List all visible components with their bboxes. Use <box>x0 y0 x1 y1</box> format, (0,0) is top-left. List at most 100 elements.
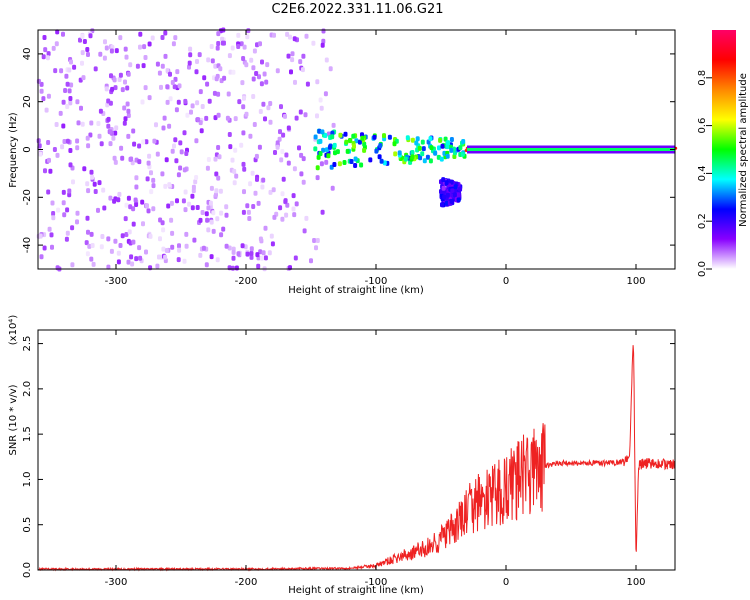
x-tick-label: -200 <box>235 577 258 588</box>
heatmap-cell <box>205 165 210 171</box>
heatmap-cell <box>185 112 190 118</box>
heatmap-cell <box>68 148 73 153</box>
heatmap-cell <box>70 262 75 268</box>
heatmap-cell <box>206 205 211 211</box>
heatmap-cell <box>344 139 349 145</box>
heatmap-cell <box>338 132 343 138</box>
heatmap-cell <box>209 44 214 49</box>
heatmap-cell <box>428 158 433 164</box>
heatmap-cell <box>467 148 675 151</box>
heatmap-cell <box>160 35 165 40</box>
heatmap-cell <box>303 112 308 118</box>
heatmap-cell <box>61 200 66 206</box>
heatmap-cell <box>302 228 307 234</box>
heatmap-cell <box>258 109 263 114</box>
heatmap-cell <box>138 44 142 50</box>
heatmap-cell <box>174 158 179 164</box>
heatmap-cell <box>123 46 128 52</box>
colorbar-tick-label: 0.0 <box>697 261 708 277</box>
heatmap-cell <box>39 254 44 260</box>
heatmap-cell <box>224 243 229 249</box>
heatmap-cell <box>215 257 220 263</box>
heatmap-cell <box>440 202 444 208</box>
heatmap-cell <box>281 132 286 138</box>
heatmap-cell <box>41 54 46 60</box>
heatmap-cell <box>311 40 316 46</box>
heatmap-cell <box>319 105 324 111</box>
heatmap-cell <box>67 67 72 73</box>
heatmap-cell <box>164 157 169 163</box>
heatmap-cells <box>36 27 678 272</box>
heatmap-cell <box>46 93 51 99</box>
heatmap-cell <box>244 62 249 68</box>
heatmap-cell <box>160 63 165 69</box>
heatmap-cell <box>144 249 148 255</box>
heatmap-cell <box>116 259 121 265</box>
heatmap-cell <box>316 154 321 160</box>
heatmap-cell <box>82 39 87 44</box>
heatmap-cell <box>263 116 267 122</box>
page-title: C2E6.2022.331.11.06.G21 <box>271 2 444 17</box>
heatmap-cell <box>175 69 180 75</box>
heatmap-cell <box>168 96 173 102</box>
x-tick-label: -300 <box>105 276 128 287</box>
heatmap-cell <box>236 44 241 49</box>
heatmap-cell <box>80 50 85 56</box>
heatmap-cell <box>109 73 113 79</box>
heatmap-cell <box>151 183 156 189</box>
heatmap-cell <box>166 203 171 209</box>
heatmap-cell <box>123 116 128 122</box>
heatmap-cell <box>211 228 216 234</box>
heatmap-cell <box>324 159 329 165</box>
heatmap-cell <box>147 95 152 101</box>
heatmap-cell <box>116 250 121 256</box>
heatmap-cell <box>37 143 42 149</box>
heatmap-cell <box>146 208 151 214</box>
heatmap-cell <box>292 166 297 172</box>
heatmap-cell <box>108 100 113 106</box>
heatmap-cell <box>155 61 160 67</box>
heatmap-cell <box>85 135 90 141</box>
heatmap-cell <box>131 128 136 134</box>
heatmap-cell <box>234 265 239 271</box>
heatmap-cell <box>324 147 329 153</box>
heatmap-cell <box>69 59 73 65</box>
top-y-ticks: -40 -20 0 20 40 <box>22 48 675 253</box>
heatmap-cell <box>147 41 152 47</box>
heatmap-cell <box>113 238 118 244</box>
heatmap-cell <box>305 81 310 87</box>
heatmap-cell <box>172 84 177 90</box>
heatmap-cell <box>227 53 232 59</box>
heatmap-cell <box>241 56 246 61</box>
heatmap-cell <box>183 189 188 195</box>
heatmap-cell <box>106 264 111 270</box>
heatmap-cell <box>345 148 350 154</box>
heatmap-cell <box>392 141 397 147</box>
heatmap-cell <box>148 233 153 239</box>
heatmap-cell <box>284 212 289 218</box>
heatmap-cell <box>261 250 266 256</box>
heatmap-cell <box>188 52 193 58</box>
heatmap-cell <box>382 160 387 166</box>
heatmap-cell <box>170 244 175 250</box>
heatmap-cell <box>39 88 44 94</box>
heatmap-cell <box>320 209 325 215</box>
heatmap-cell <box>207 98 212 104</box>
heatmap-cell <box>321 28 326 34</box>
heatmap-cell <box>226 91 231 97</box>
heatmap-cell <box>410 150 415 155</box>
heatmap-cell <box>232 180 237 186</box>
heatmap-cell <box>129 254 134 260</box>
heatmap-cell <box>333 150 337 156</box>
heatmap-cell <box>403 156 408 162</box>
heatmap-cell <box>301 179 306 185</box>
heatmap-cell <box>123 79 127 85</box>
heatmap-cell <box>230 265 235 271</box>
heatmap-cell <box>353 163 358 168</box>
heatmap-cell <box>175 198 179 204</box>
heatmap-cell <box>205 217 210 223</box>
heatmap-cell <box>140 99 145 105</box>
heatmap-cell <box>160 220 165 226</box>
heatmap-cell <box>278 129 282 135</box>
heatmap-cell <box>323 91 328 97</box>
